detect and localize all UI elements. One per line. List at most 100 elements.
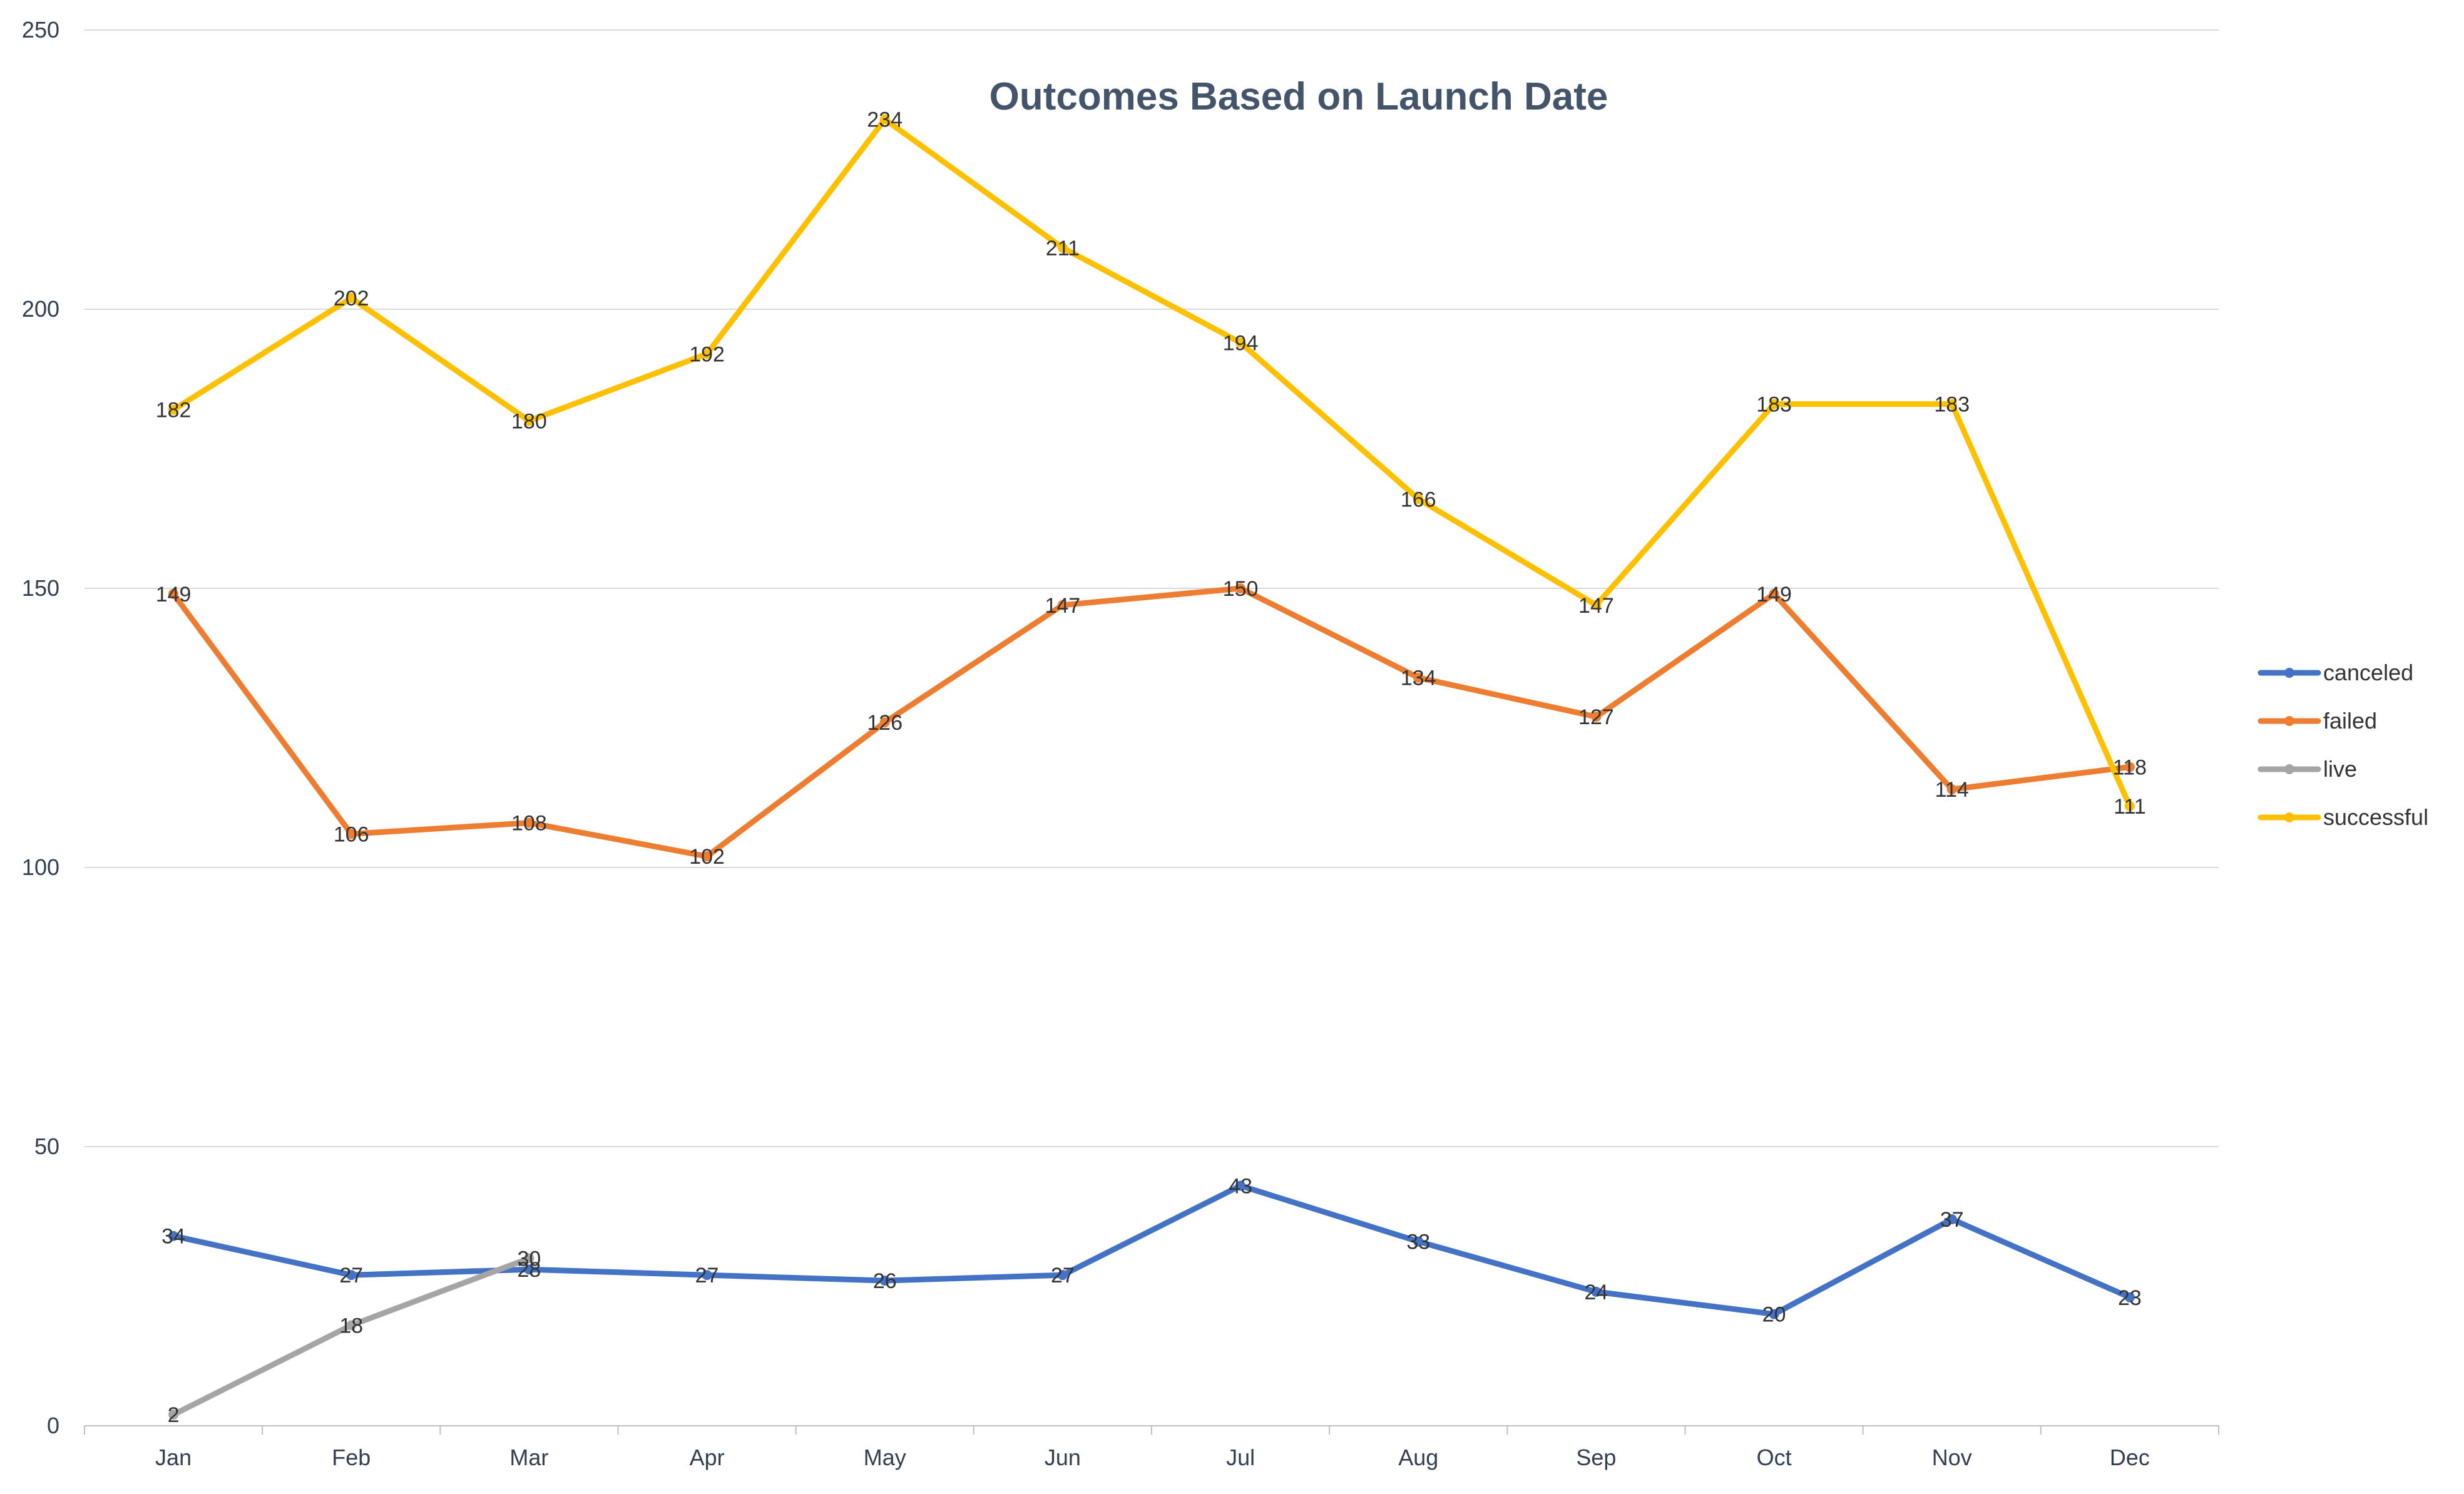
data-label-canceled: 33 — [1406, 1231, 1430, 1254]
data-point-successful — [702, 349, 712, 359]
data-point-successful — [524, 416, 534, 426]
data-label-canceled: 27 — [1051, 1264, 1075, 1287]
data-point-canceled — [702, 1270, 712, 1281]
legend: canceled failed live successful — [2257, 660, 2428, 830]
y-tick-label: 50 — [34, 1133, 59, 1159]
data-point-failed — [346, 829, 357, 839]
data-label-canceled: 20 — [1762, 1303, 1786, 1327]
data-point-failed — [1946, 784, 1957, 795]
y-tick-label: 100 — [22, 854, 59, 880]
data-point-canceled — [168, 1231, 179, 1241]
data-point-canceled — [1413, 1236, 1424, 1247]
x-tick-label: Sep — [1576, 1445, 1616, 1470]
data-point-failed — [168, 588, 179, 599]
x-tick-label: Jan — [155, 1445, 192, 1470]
data-label-failed: 134 — [1401, 667, 1436, 690]
data-label-successful: 202 — [334, 287, 369, 310]
x-tick-label: Jun — [1045, 1445, 1081, 1470]
y-tick-label: 200 — [22, 296, 59, 322]
x-tick-label: Oct — [1757, 1445, 1792, 1470]
x-tick-label: Jul — [1226, 1445, 1255, 1470]
x-tick-label: Dec — [2110, 1445, 2150, 1470]
data-label-successful: 234 — [867, 108, 902, 132]
data-label-successful: 194 — [1223, 332, 1259, 356]
data-label-live: 2 — [168, 1403, 180, 1427]
data-label-canceled: 37 — [1940, 1208, 1964, 1232]
data-point-canceled — [1057, 1270, 1068, 1281]
data-point-canceled — [1946, 1214, 1957, 1224]
data-label-failed: 126 — [867, 711, 902, 735]
legend-marker-canceled — [2284, 668, 2294, 678]
data-label-canceled: 28 — [518, 1258, 541, 1282]
x-tick-label: May — [864, 1445, 906, 1470]
data-point-failed — [702, 851, 712, 862]
data-label-failed: 147 — [1045, 594, 1081, 618]
data-point-live — [346, 1320, 357, 1331]
data-label-failed: 102 — [689, 845, 725, 869]
data-point-canceled — [2124, 1292, 2135, 1302]
axes: 0 50 100 150 200 250 Jan Feb Mar Apr May Jun Jul Aug S… — [22, 17, 2219, 1470]
legend-marker-live — [2284, 764, 2294, 774]
data-label-canceled: 27 — [339, 1264, 363, 1287]
x-tick-label: Feb — [332, 1445, 371, 1470]
data-point-failed — [1057, 600, 1068, 610]
data-label-successful: 211 — [1046, 237, 1080, 260]
data-point-successful — [1057, 242, 1068, 253]
data-label-failed: 106 — [334, 822, 369, 846]
legend-label-failed: failed — [2323, 708, 2377, 734]
data-label-canceled: 34 — [161, 1225, 185, 1249]
data-point-failed — [1235, 583, 1246, 593]
data-point-failed — [1769, 588, 1779, 599]
data-point-successful — [1413, 494, 1424, 504]
data-label-successful: 183 — [1756, 393, 1792, 417]
gridlines — [84, 29, 2219, 1147]
legend-marker-successful — [2284, 812, 2294, 822]
x-tick-label: Aug — [1398, 1445, 1438, 1470]
data-point-canceled — [524, 1264, 534, 1275]
legend-label-live: live — [2323, 756, 2357, 782]
data-label-failed: 118 — [2113, 755, 2147, 779]
data-point-live — [168, 1410, 179, 1420]
data-label-canceled: 26 — [873, 1269, 897, 1293]
data-point-failed — [1591, 712, 1602, 722]
data-label-canceled: 23 — [2118, 1286, 2142, 1310]
data-label-failed: 150 — [1223, 577, 1259, 601]
data-label-live: 30 — [518, 1247, 541, 1271]
data-point-successful — [1235, 337, 1246, 348]
data-point-successful — [1946, 399, 1957, 409]
data-point-successful — [1769, 399, 1779, 409]
legend-label-successful: successful — [2323, 804, 2428, 830]
series-line-failed — [170, 585, 2133, 859]
data-label-successful: 147 — [1578, 594, 1614, 618]
data-label-canceled: 24 — [1585, 1281, 1608, 1304]
data-labels: 34 27 28 27 26 27 43 33 24 20 37 23 149 106 108 102 126 1… — [156, 108, 2147, 1427]
data-point-successful — [879, 114, 890, 125]
data-point-failed — [879, 717, 890, 728]
y-tick-label: 0 — [47, 1413, 59, 1438]
data-label-failed: 149 — [1756, 583, 1792, 606]
data-point-canceled — [1591, 1286, 1602, 1297]
data-point-successful — [168, 404, 179, 415]
data-label-canceled: 43 — [1229, 1174, 1252, 1198]
data-point-failed — [2124, 762, 2135, 772]
data-point-canceled — [346, 1270, 357, 1281]
data-point-canceled — [1769, 1309, 1779, 1319]
data-point-canceled — [879, 1276, 890, 1286]
legend-label-canceled: canceled — [2323, 660, 2413, 685]
data-label-failed: 149 — [156, 583, 192, 606]
y-tick-label: 150 — [22, 575, 59, 601]
data-label-successful: 183 — [1934, 393, 1970, 417]
legend-marker-failed — [2284, 716, 2294, 726]
x-tick-label: Apr — [690, 1445, 725, 1470]
data-point-failed — [1413, 672, 1424, 683]
data-point-live — [524, 1253, 534, 1264]
chart-title: Outcomes Based on Launch Date — [989, 75, 1608, 118]
data-label-failed: 127 — [1578, 705, 1614, 729]
y-tick-label: 250 — [22, 17, 59, 43]
data-label-failed: 108 — [511, 812, 547, 836]
data-label-failed: 114 — [1935, 778, 1969, 802]
data-label-successful: 182 — [156, 399, 192, 422]
